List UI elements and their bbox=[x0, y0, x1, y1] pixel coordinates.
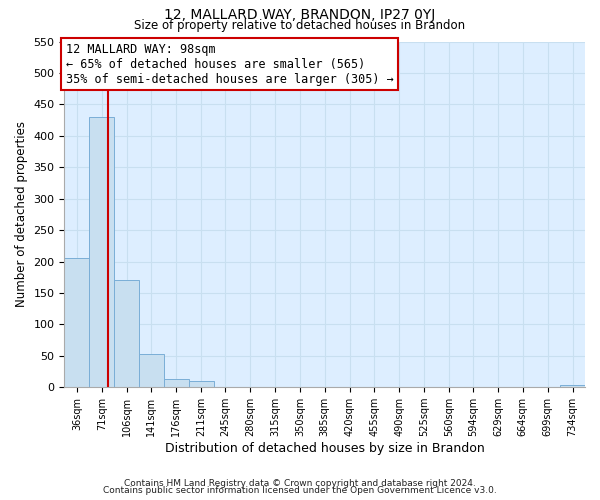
Text: 12 MALLARD WAY: 98sqm
← 65% of detached houses are smaller (565)
35% of semi-det: 12 MALLARD WAY: 98sqm ← 65% of detached … bbox=[66, 43, 394, 86]
Bar bbox=[188, 381, 214, 387]
Bar bbox=[164, 379, 188, 387]
Bar bbox=[64, 258, 89, 387]
Bar bbox=[560, 386, 585, 387]
Bar bbox=[114, 280, 139, 387]
Bar bbox=[89, 117, 114, 387]
X-axis label: Distribution of detached houses by size in Brandon: Distribution of detached houses by size … bbox=[165, 442, 485, 455]
Text: Size of property relative to detached houses in Brandon: Size of property relative to detached ho… bbox=[134, 18, 466, 32]
Y-axis label: Number of detached properties: Number of detached properties bbox=[15, 122, 28, 308]
Text: Contains HM Land Registry data © Crown copyright and database right 2024.: Contains HM Land Registry data © Crown c… bbox=[124, 478, 476, 488]
Text: 12, MALLARD WAY, BRANDON, IP27 0YJ: 12, MALLARD WAY, BRANDON, IP27 0YJ bbox=[164, 8, 436, 22]
Bar bbox=[139, 354, 164, 387]
Text: Contains public sector information licensed under the Open Government Licence v3: Contains public sector information licen… bbox=[103, 486, 497, 495]
